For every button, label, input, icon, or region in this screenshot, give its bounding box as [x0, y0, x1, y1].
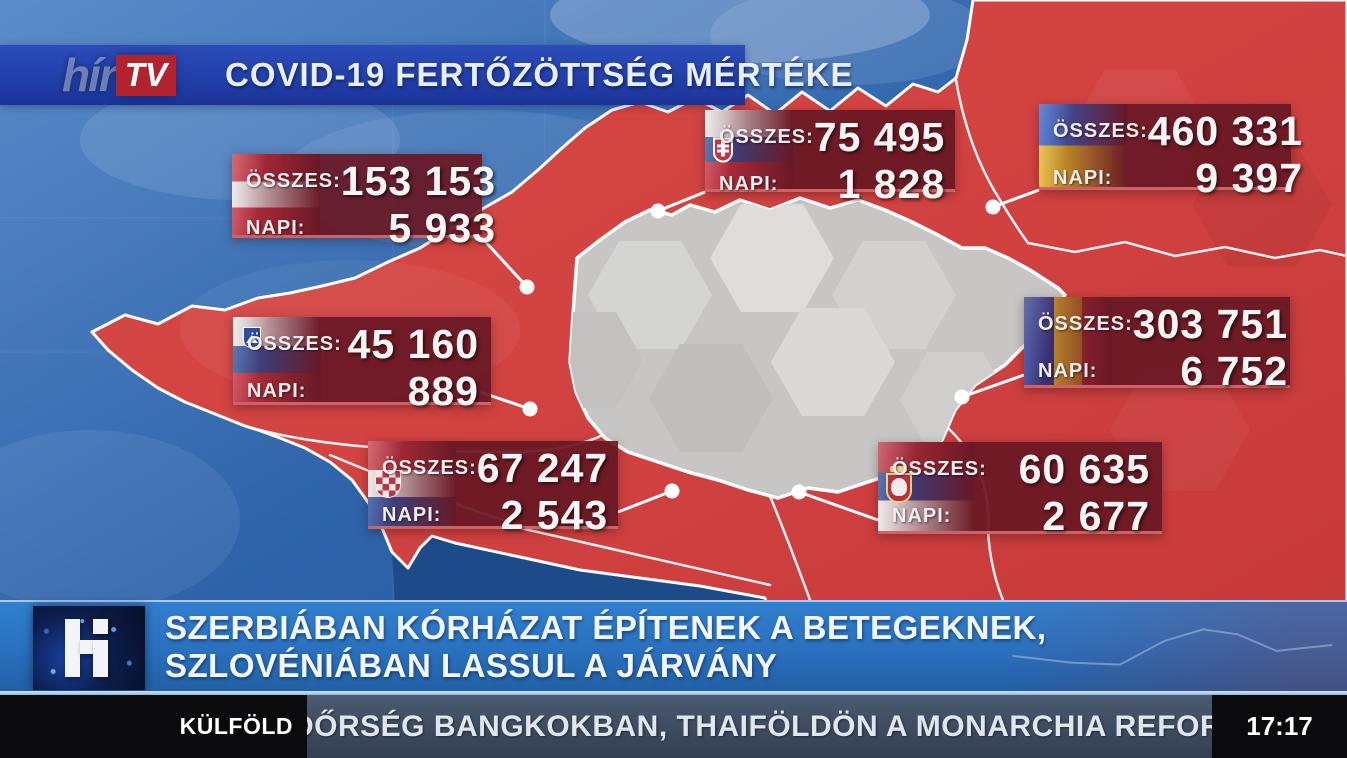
total-value: 45 160	[347, 321, 479, 367]
daily-label: NAPI:	[382, 504, 442, 526]
news-ticker: DŐRSÉG BANGKOKBAN, THAIFÖLDÖN A MONARCHI…	[0, 695, 1347, 758]
total-value: 60 635	[1018, 446, 1150, 492]
headline-line-2: SZLOVÉNIÁBAN LASSUL A JÁRVÁNY	[165, 647, 778, 684]
slovakia-flag-icon	[705, 110, 793, 189]
total-value: 67 247	[476, 445, 609, 491]
romania-flag-icon	[1024, 297, 1112, 385]
headline-banner: SZERBIÁBAN KÓRHÁZAT ÉPÍTENEK A BETEGEKNE…	[0, 600, 1347, 691]
total-value: 75 495	[813, 114, 946, 160]
daily-label: NAPI:	[1038, 360, 1098, 382]
total-value: 460 331	[1147, 108, 1304, 154]
stat-box-ukraine: ÖSSZES: 460 331 NAPI: 9 397	[1039, 104, 1302, 201]
daily-label: NAPI:	[247, 380, 307, 402]
daily-value: 2 543	[500, 492, 609, 538]
ticker-text: DŐRSÉG BANGKOKBAN, THAIFÖLDÖN A MONARCHI…	[292, 709, 1347, 743]
title-bar: hír TV COVID-19 FERTŐZÖTTSÉG MÉRTÉKE	[0, 45, 853, 105]
leader-dots	[519, 199, 1001, 500]
daily-label: NAPI:	[719, 173, 779, 195]
daily-value: 6 752	[1180, 348, 1289, 394]
total-label: ÖSSZES:	[719, 126, 814, 148]
banner-map-showthrough-line	[1012, 628, 1333, 666]
daily-value: 9 397	[1195, 155, 1304, 201]
total-label: ÖSSZES:	[1038, 313, 1133, 335]
total-label: ÖSSZES:	[1053, 120, 1148, 142]
daily-value: 1 828	[837, 161, 946, 207]
hirado-logo	[33, 606, 145, 690]
stat-box-serbia: ÖSSZES: 60 635 NAPI: 2 677	[878, 442, 1162, 539]
daily-value: 889	[407, 368, 479, 414]
serbia-flag-icon	[878, 442, 974, 531]
banner-red-tint	[0, 602, 1347, 691]
total-value: 153 153	[340, 158, 497, 204]
hirtv-logo-tv: TV	[115, 54, 176, 96]
stat-box-austria: ÖSSZES: 153 153 NAPI: 5 933	[232, 154, 495, 251]
total-label: ÖSSZES:	[382, 457, 477, 479]
banner-ticker-separator	[0, 691, 1347, 695]
headline-line-1: SZERBIÁBAN KÓRHÁZAT ÉPÍTENEK A BETEGEKNE…	[165, 609, 1047, 646]
ticker-category-badge: KÜLFÖLD	[0, 695, 307, 758]
serbia-coat-of-arms-icon	[886, 466, 912, 504]
total-label: ÖSSZES:	[246, 170, 341, 192]
hirtv-logo: hír TV	[62, 48, 176, 102]
stat-box-slovenia: ÖSSZES: 45 160 NAPI: 889	[233, 317, 491, 414]
total-label: ÖSSZES:	[892, 458, 987, 480]
daily-label: NAPI:	[892, 505, 952, 527]
hirtv-logo-hir: hír	[62, 49, 117, 101]
total-value: 303 751	[1132, 301, 1289, 347]
ukraine-flag-icon	[1039, 104, 1127, 187]
stat-box-romania: ÖSSZES: 303 751 NAPI: 6 752	[1024, 297, 1290, 394]
stat-box-croatia: ÖSSZES: 67 247 NAPI: 2 543	[368, 441, 618, 538]
austria-flag-icon	[232, 154, 320, 235]
daily-label: NAPI:	[246, 217, 306, 239]
daily-value: 2 677	[1042, 493, 1150, 539]
daily-value: 5 933	[388, 205, 497, 251]
hirado-logo-glyph	[65, 619, 80, 677]
daily-label: NAPI:	[1053, 167, 1113, 189]
headline-text: SZERBIÁBAN KÓRHÁZAT ÉPÍTENEK A BETEGEKNE…	[165, 609, 1046, 685]
total-label: ÖSSZES:	[247, 333, 342, 355]
clock: 17:17	[1212, 695, 1347, 758]
slovenia-flag-icon	[233, 317, 321, 402]
slovenia-coat-of-arms-icon	[243, 327, 261, 348]
slovakia-coat-of-arms-icon	[713, 137, 733, 162]
croatia-flag-icon	[368, 441, 456, 526]
stat-box-slovakia: ÖSSZES: 75 495 NAPI: 1 828	[705, 110, 955, 207]
croatia-coat-of-arms-icon	[375, 469, 401, 498]
page-title: COVID-19 FERTŐZÖTTSÉG MÉRTÉKE	[225, 56, 854, 93]
